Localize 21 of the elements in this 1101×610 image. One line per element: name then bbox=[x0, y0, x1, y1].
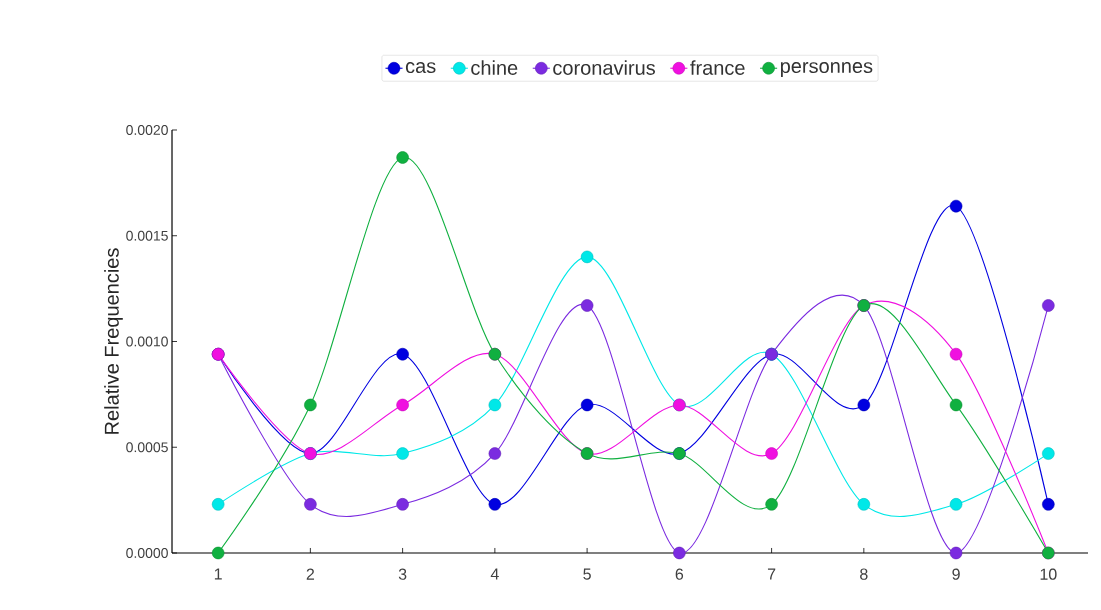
y-tick-label: 0.0005 bbox=[126, 442, 168, 453]
legend-label: chine bbox=[471, 60, 518, 75]
legend-label: france bbox=[690, 60, 745, 75]
legend-label: coronavirus bbox=[553, 60, 655, 75]
x-tick-label: 8 bbox=[860, 568, 868, 580]
y-axis-title: Relative Frequencies bbox=[104, 248, 123, 434]
y-tick-label: 0.0020 bbox=[126, 125, 168, 135]
legend-label: personnes bbox=[780, 62, 873, 78]
x-tick-label: 7 bbox=[767, 568, 776, 580]
x-tick-label: 3 bbox=[398, 568, 407, 580]
x-tick-label: 10 bbox=[1040, 568, 1057, 580]
x-tick-label: 4 bbox=[490, 568, 499, 580]
x-tick-label: 2 bbox=[306, 568, 315, 580]
x-tick-label: 1 bbox=[214, 568, 222, 580]
x-tick-label: 5 bbox=[583, 568, 591, 580]
legend-label: cas bbox=[405, 62, 436, 74]
y-tick-label: 0.0010 bbox=[126, 336, 168, 347]
y-tick-label: 0.0000 bbox=[126, 548, 168, 558]
y-tick-label: 0.0015 bbox=[126, 230, 168, 241]
x-tick-label: 6 bbox=[675, 568, 684, 580]
x-tick-label: 9 bbox=[952, 568, 960, 580]
